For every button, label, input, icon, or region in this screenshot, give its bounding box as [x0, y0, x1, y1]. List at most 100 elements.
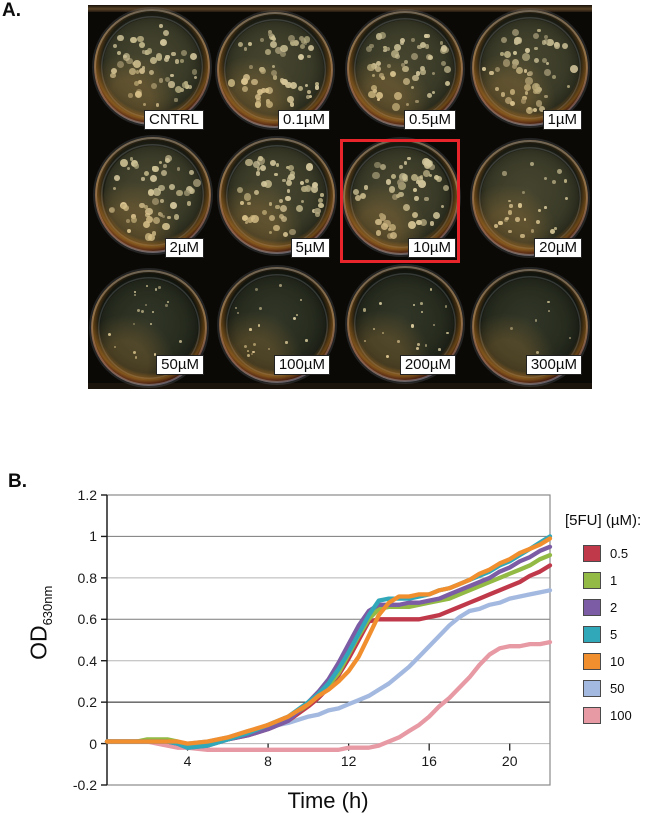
colony-dot	[122, 53, 131, 61]
colony-dot	[403, 177, 409, 183]
colony-dot	[314, 207, 321, 215]
colony-dot	[505, 217, 509, 221]
legend-entry-10: 10	[583, 652, 625, 670]
colony-dot	[113, 175, 120, 182]
colony-dot	[151, 310, 155, 313]
colony-dot	[282, 232, 288, 238]
colony-dot	[501, 37, 508, 44]
colony-dot	[438, 348, 441, 351]
colony-dot	[170, 73, 174, 78]
colony-dot	[503, 51, 511, 59]
colony-dot	[379, 31, 387, 39]
colony-dot	[373, 328, 376, 331]
colony-dot	[371, 73, 376, 78]
colony-dot	[176, 166, 181, 171]
colony-dot	[424, 44, 430, 50]
legend-entry-2: 2	[583, 598, 617, 616]
colony-dot	[542, 57, 547, 63]
colony-dot	[432, 90, 436, 94]
colony-dot	[309, 94, 313, 99]
legend-swatch	[583, 544, 601, 562]
colony-dot	[126, 218, 130, 223]
colony-dot	[507, 210, 512, 215]
colony-dot	[429, 164, 435, 171]
colony-dot	[168, 81, 175, 88]
colony-dot	[287, 35, 295, 43]
colony-dot	[246, 350, 249, 352]
colony-dot	[376, 92, 384, 100]
highlight-box	[340, 139, 460, 263]
colony-dot	[138, 68, 145, 75]
colony-dot	[116, 51, 121, 56]
colony-dot	[178, 339, 182, 344]
colony-dot	[130, 160, 138, 168]
legend-entry-0.5: 0.5	[583, 544, 628, 562]
colony-dot	[154, 288, 158, 291]
x-tick-label: 12	[340, 752, 357, 769]
colony-dot	[399, 173, 408, 182]
colony-dot	[255, 94, 261, 101]
colony-dot	[415, 71, 421, 76]
colony-dot	[410, 173, 418, 181]
colony-dot	[305, 163, 314, 171]
colony-dot	[543, 69, 551, 76]
growth-curve-chart: OD630nm Time (h) [5FU] (µM): 0.5 1 2 5 10 50 1…	[0, 440, 650, 822]
colony-dot	[415, 99, 419, 104]
y-axis-title-subscript: 630nm	[39, 585, 55, 626]
colony-dot	[311, 181, 318, 188]
colony-dot	[158, 185, 165, 192]
colony-dot	[270, 69, 277, 76]
colony-dot	[424, 196, 429, 202]
panel-a-letter: A.	[2, 0, 21, 21]
legend-label: 10	[610, 653, 625, 669]
colony-dot	[299, 299, 302, 302]
colony-dot	[373, 89, 378, 94]
colony-dot	[553, 42, 561, 49]
colony-dot	[441, 60, 447, 66]
plate-well	[471, 10, 588, 127]
well-label: 2µM	[164, 238, 204, 258]
colony-dot	[401, 65, 409, 73]
colony-dot	[290, 102, 295, 107]
colony-dot	[112, 186, 117, 190]
colony-dot	[509, 204, 513, 208]
colony-dot	[413, 303, 416, 307]
colony-dot	[285, 165, 290, 170]
colony-dot	[146, 285, 148, 287]
colony-dot	[532, 83, 541, 92]
colony-dot	[290, 170, 295, 176]
colony-dot	[109, 207, 114, 213]
chart-plot-area	[101, 494, 553, 786]
colony-dot	[166, 300, 169, 303]
colony-dot	[171, 51, 176, 57]
colony-dot	[551, 179, 556, 184]
plate-frame-top	[88, 5, 592, 12]
colony-dot	[307, 89, 311, 94]
colony-dot	[386, 355, 390, 359]
colony-dot	[523, 218, 527, 221]
series-line-50	[104, 588, 553, 746]
colony-dot	[173, 214, 180, 221]
colony-dot	[259, 68, 266, 74]
colony-dot	[145, 304, 147, 307]
well-reflection	[347, 10, 464, 127]
colony-dot	[502, 59, 511, 67]
colony-dot	[188, 85, 193, 90]
colony-dot	[141, 66, 146, 70]
colony-dot	[382, 45, 387, 50]
colony-dot	[285, 179, 293, 187]
colony-dot	[547, 300, 550, 303]
colony-dot	[522, 53, 530, 61]
colony-dot	[288, 165, 294, 172]
colony-dot	[190, 52, 198, 60]
well-label: 100µM	[273, 355, 330, 375]
colony-dot	[114, 345, 117, 348]
colony-dot	[318, 198, 324, 204]
colony-dot	[158, 78, 164, 84]
colony-dot	[403, 60, 409, 65]
colony-dot	[427, 55, 433, 61]
colony-dot	[543, 39, 549, 45]
colony-dot	[153, 353, 157, 356]
colony-dot	[375, 60, 381, 67]
colony-dot	[411, 38, 416, 42]
